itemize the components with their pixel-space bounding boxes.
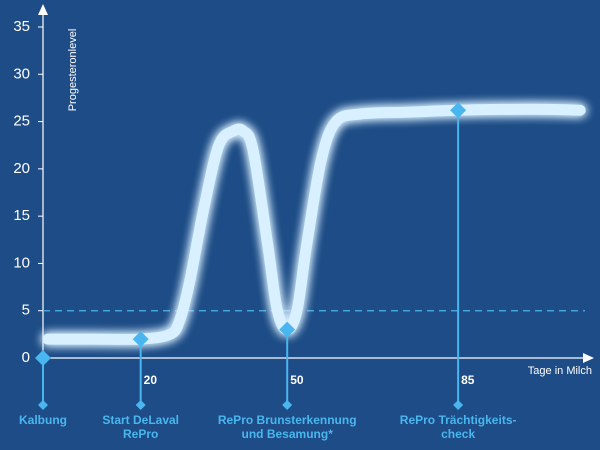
progesterone-curve [42,103,586,345]
milestone-label: check [441,427,475,441]
y-tick-label: 15 [13,207,30,224]
milestone-marker [279,321,296,338]
y-tick-label: 5 [22,302,30,319]
y-tick-label: 30 [13,65,30,82]
milestone-marker [132,331,149,348]
y-tick-label: 10 [13,254,30,271]
milestone-foot [135,400,146,410]
x-tick-label: 50 [290,373,304,387]
x-tick-label: 85 [461,373,475,387]
milestone-foot [453,400,464,410]
milestone-marker [450,102,467,119]
x-tick-label: 20 [144,373,158,387]
y-tick-label: 20 [13,160,30,177]
y-axis-arrow [38,4,48,15]
milestone-label: Kalbung [19,413,67,427]
x-axis-label: Tage in Milch [528,365,592,377]
milestone-foot [38,400,48,410]
milestone-marker [35,350,51,366]
milestone-label: Start DeLaval [102,413,179,427]
x-axis-arrow [583,353,594,363]
milestone-label: RePro [123,427,158,441]
milestone-label: RePro Brunsterkennung [218,413,357,427]
y-tick-label: 25 [13,113,30,130]
y-axis-label: Progesteronlevel [67,29,79,112]
y-tick-label: 0 [22,349,30,366]
milestone-label: RePro Trächtigkeits- [400,413,517,427]
y-tick-label: 35 [13,18,30,35]
milestone-foot [282,400,293,410]
milestone-label: und Besamung* [242,427,334,441]
